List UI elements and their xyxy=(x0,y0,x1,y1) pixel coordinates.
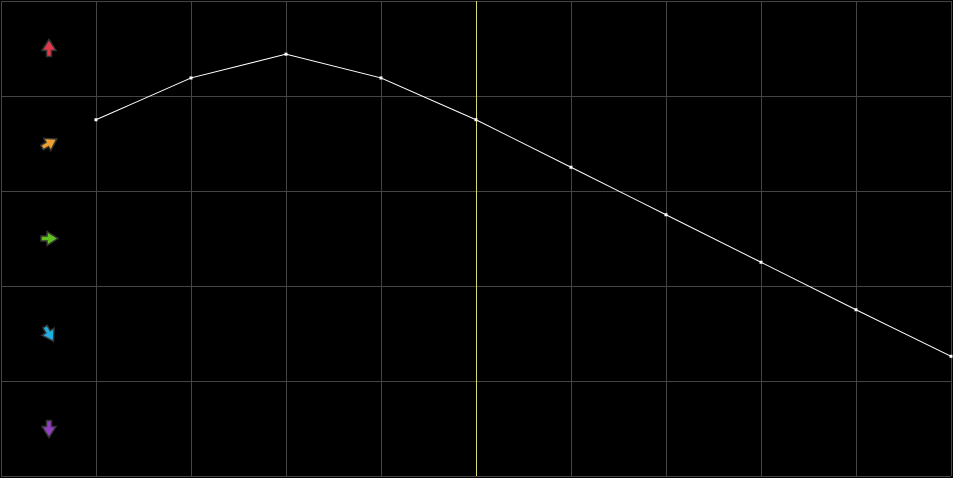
arrow-down-icon xyxy=(40,419,58,439)
arrow-right-icon xyxy=(40,230,60,247)
arrow-up-icon xyxy=(40,38,58,58)
data-point xyxy=(949,354,953,358)
data-point xyxy=(379,76,383,80)
data-point xyxy=(664,213,668,217)
data-point xyxy=(569,165,573,169)
data-point xyxy=(474,118,478,122)
data-point xyxy=(189,76,193,80)
data-point xyxy=(284,52,288,56)
data-point xyxy=(854,308,858,312)
arrow-down-right-icon xyxy=(40,324,55,343)
arrow-up-right-icon xyxy=(39,137,59,153)
data-point xyxy=(759,260,763,264)
data-point xyxy=(94,118,98,122)
series-line xyxy=(95,53,952,357)
